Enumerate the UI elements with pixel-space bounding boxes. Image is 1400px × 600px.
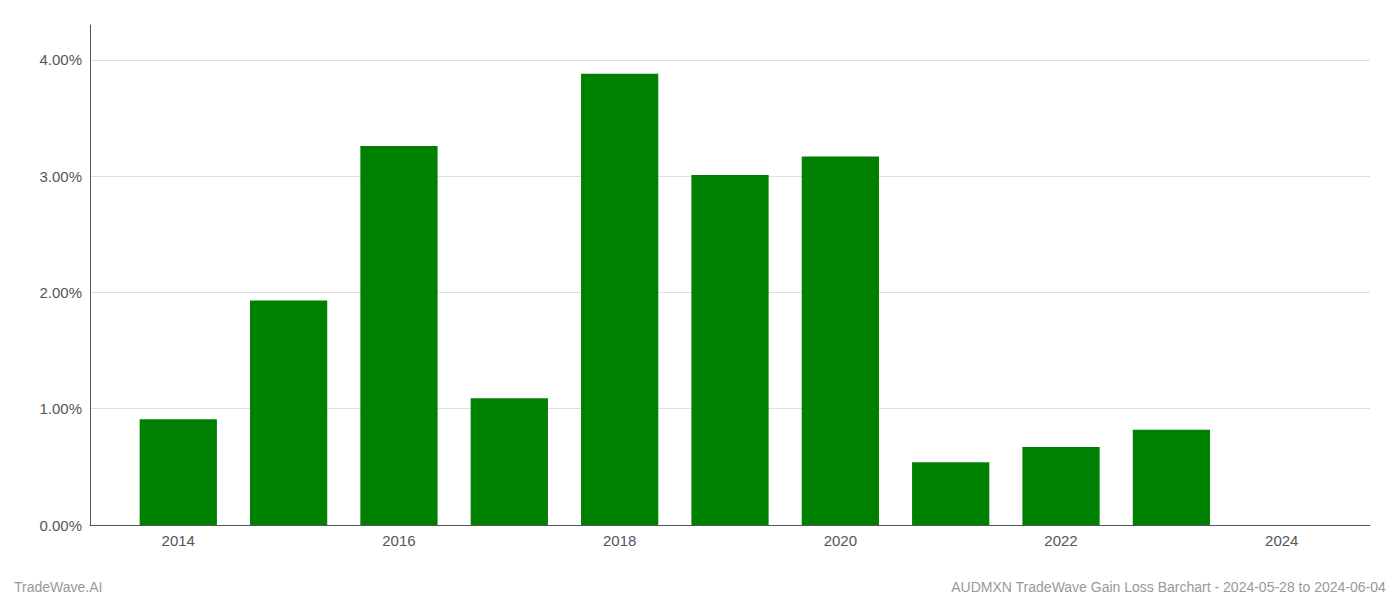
svg-text:0.00%: 0.00% [39, 517, 82, 534]
svg-text:4.00%: 4.00% [39, 51, 82, 68]
svg-text:TradeWave.AI: TradeWave.AI [14, 579, 102, 595]
svg-text:1.00%: 1.00% [39, 400, 82, 417]
svg-text:2016: 2016 [382, 532, 415, 549]
svg-text:2022: 2022 [1044, 532, 1077, 549]
svg-text:2020: 2020 [824, 532, 857, 549]
svg-text:2018: 2018 [603, 532, 636, 549]
svg-text:2024: 2024 [1265, 532, 1298, 549]
svg-text:AUDMXN TradeWave Gain Loss Bar: AUDMXN TradeWave Gain Loss Barchart - 20… [951, 579, 1386, 595]
svg-text:3.00%: 3.00% [39, 168, 82, 185]
svg-text:2.00%: 2.00% [39, 284, 82, 301]
svg-text:2014: 2014 [162, 532, 195, 549]
